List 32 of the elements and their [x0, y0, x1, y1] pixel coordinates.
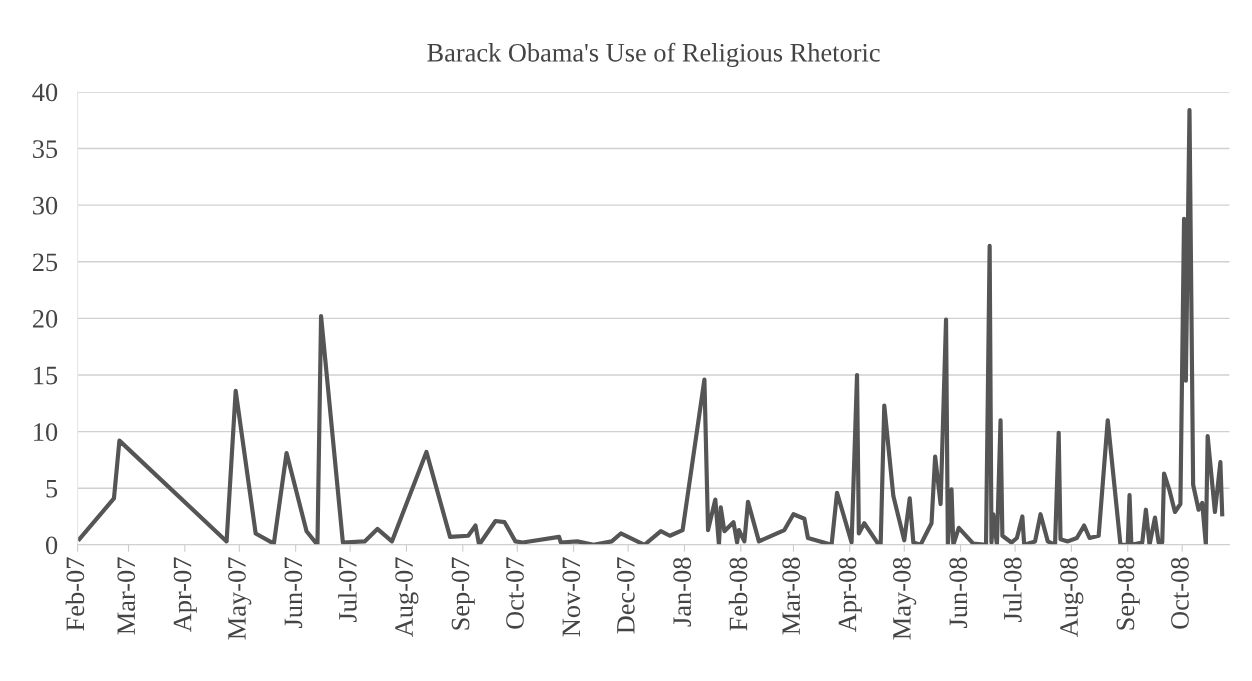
line-series	[77, 107, 1225, 545]
x-tick-label: Oct-07	[506, 557, 524, 629]
x-tick-label: Feb-07	[65, 557, 85, 631]
x-tick-label: Feb-08	[728, 557, 748, 631]
x-tick-label: Sep-07	[451, 557, 475, 630]
y-tick-label: 40	[32, 83, 58, 102]
y-tick-label: 25	[32, 253, 58, 272]
x-tick-label: Aug-08	[1060, 557, 1084, 637]
x-tick-label: Dec-07	[616, 557, 635, 634]
x-tick-label: Apr-08	[838, 557, 862, 633]
x-tick-label: Apr-07	[173, 557, 197, 633]
y-tick-label: 0	[45, 536, 58, 555]
x-tick-label: May-07	[228, 557, 252, 640]
y-tick-label: 35	[33, 140, 58, 158]
x-tick-label: Nov-07	[562, 557, 581, 637]
x-tick-label: Mar-08	[782, 557, 801, 635]
y-tick-label: 15	[34, 366, 58, 385]
x-tick-label: Aug-07	[395, 557, 419, 637]
x-tick-label: Sep-08	[1116, 557, 1140, 630]
y-tick-label: 20	[32, 309, 58, 328]
x-tick-label: Jun-08	[949, 557, 968, 628]
x-tick-label: Jul-08	[1003, 557, 1022, 623]
y-tick-label: 5	[46, 480, 58, 498]
y-tick-label: 30	[33, 196, 58, 215]
chart-title: Barack Obama's Use of Religious Rhetoric	[427, 42, 880, 68]
y-tick-label: 10	[34, 423, 58, 441]
x-tick-label: Mar-07	[117, 557, 136, 635]
x-tick-label: Jun-07	[284, 557, 303, 628]
x-tick-label: Jul-07	[338, 557, 357, 623]
x-tick-label: Oct-08	[1171, 557, 1189, 629]
x-tick-label: Jan-08	[673, 557, 692, 627]
x-tick-label: May-08	[892, 557, 917, 640]
